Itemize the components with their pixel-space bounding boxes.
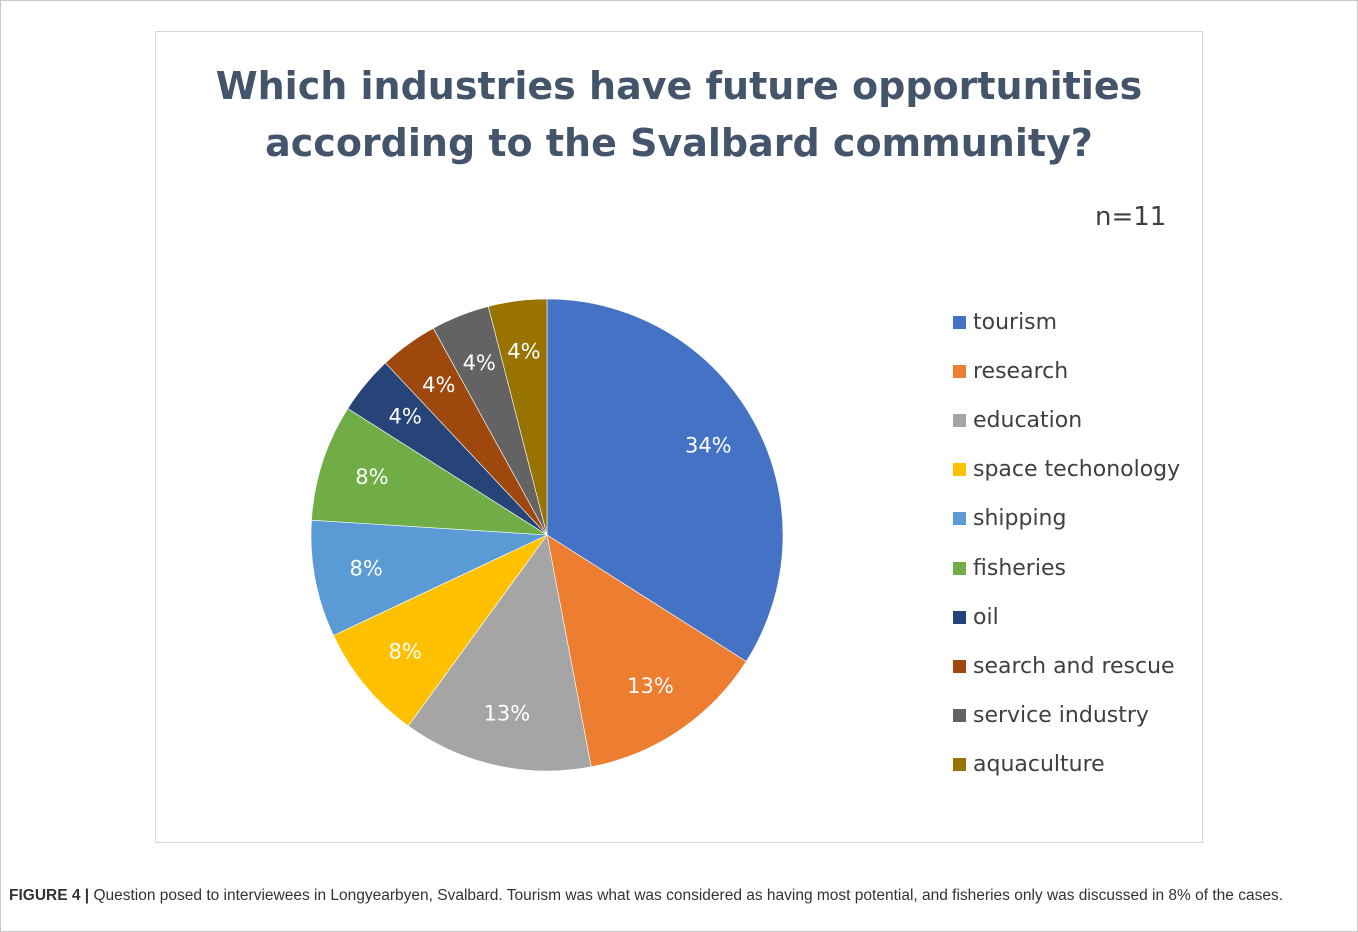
- pie-slice-tourism: [546, 298, 784, 662]
- data-label-tourism: 34%: [685, 433, 732, 457]
- data-label-service-industry: 4%: [463, 351, 496, 375]
- legend-item-search-and-rescue: search and rescue: [953, 642, 1193, 691]
- pie-slice-education: [407, 534, 592, 772]
- data-label-fisheries: 8%: [355, 465, 388, 489]
- pie-slice-shipping: [310, 519, 548, 636]
- legend-swatch: [953, 512, 966, 526]
- pie-slice-aquaculture: [487, 298, 548, 536]
- legend-label: shipping: [973, 506, 1067, 532]
- legend-swatch: [953, 659, 966, 673]
- figure-caption: FIGURE 4 | Question posed to interviewee…: [9, 884, 1339, 907]
- legend-item-space-techonology: space techonology: [953, 445, 1193, 494]
- sample-size-label: n=11: [1095, 202, 1167, 232]
- legend-label: tourism: [973, 310, 1058, 336]
- legend-swatch: [953, 365, 966, 379]
- legend-swatch: [953, 708, 966, 722]
- legend-swatch: [953, 316, 966, 330]
- pie-slice-space-techonology: [333, 534, 548, 727]
- legend-label: space techonology: [973, 457, 1181, 483]
- legend-item-oil: oil: [953, 593, 1193, 642]
- data-label-aquaculture: 4%: [507, 339, 540, 363]
- legend-label: aquaculture: [973, 751, 1105, 777]
- legend-swatch: [953, 414, 966, 428]
- legend-label: search and rescue: [973, 653, 1175, 679]
- legend-label: service industry: [973, 702, 1149, 728]
- data-label-research: 13%: [627, 674, 674, 698]
- legend-item-service-industry: service industry: [953, 691, 1193, 740]
- legend-item-tourism: tourism: [953, 298, 1193, 347]
- legend-swatch: [953, 757, 966, 771]
- legend-label: oil: [973, 604, 999, 630]
- legend-label: research: [973, 359, 1069, 385]
- data-label-shipping: 8%: [350, 556, 383, 580]
- legend-swatch: [953, 561, 966, 575]
- legend-label: fisheries: [973, 555, 1066, 581]
- legend-item-fisheries: fisheries: [953, 543, 1193, 592]
- legend-item-research: research: [953, 347, 1193, 396]
- data-label-space-techonology: 8%: [388, 639, 421, 663]
- legend-item-aquaculture: aquaculture: [953, 740, 1193, 789]
- legend-swatch: [953, 463, 966, 477]
- caption-label: FIGURE 4 |: [9, 887, 90, 904]
- data-label-search-and-rescue: 4%: [422, 373, 455, 397]
- data-label-oil: 4%: [388, 405, 421, 429]
- legend-item-education: education: [953, 396, 1193, 445]
- legend-item-shipping: shipping: [953, 494, 1193, 543]
- pie-slice-fisheries: [311, 408, 548, 536]
- pie-slice-research: [546, 534, 747, 768]
- pie-chart: 34%13%13%8%8%8%4%4%4% 4%: [310, 298, 784, 772]
- legend-swatch: [953, 610, 966, 624]
- chart-legend: tourism research education space techonolog…: [953, 298, 1193, 789]
- caption-text: Question posed to interviewees in Longye…: [89, 887, 1284, 904]
- data-label-education: 13%: [484, 702, 531, 726]
- chart-panel: Which industries have future opportuniti…: [155, 31, 1203, 843]
- chart-title: Which industries have future opportuniti…: [215, 64, 1143, 165]
- legend-label: education: [973, 408, 1083, 434]
